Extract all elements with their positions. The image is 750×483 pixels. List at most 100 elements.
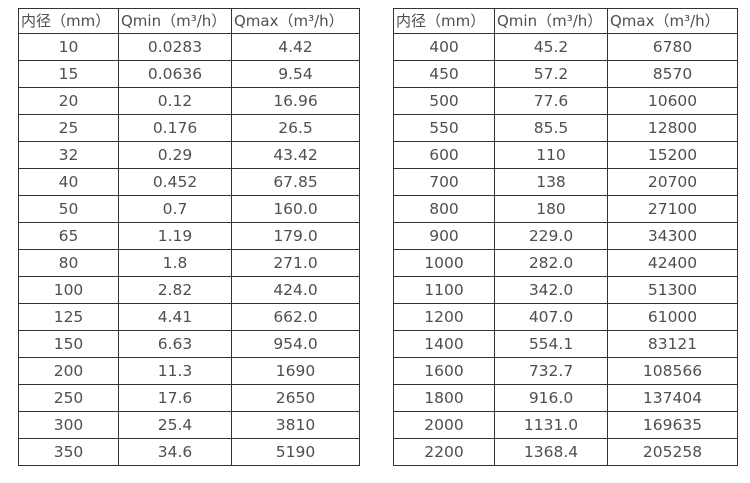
table-cell: 2200 xyxy=(393,438,495,466)
table-cell: 32 xyxy=(18,141,119,169)
table-cell: 15 xyxy=(18,60,119,88)
table-cell: 424.0 xyxy=(231,276,360,304)
table-row: 300 25.4 3810 xyxy=(18,411,360,439)
table-cell: 800 xyxy=(393,195,495,223)
table-cell: 1100 xyxy=(393,276,495,304)
table-cell: 916.0 xyxy=(494,384,608,412)
table-cell: 300 xyxy=(18,411,119,439)
table-cell: 1690 xyxy=(231,357,360,385)
table-row: 65 1.19 179.0 xyxy=(18,222,360,250)
table-cell: 2650 xyxy=(231,384,360,412)
table-cell: 110 xyxy=(494,141,608,169)
table-cell: 0.0636 xyxy=(118,60,232,88)
table-cell: 160.0 xyxy=(231,195,360,223)
column-header: Qmax（m³/h） xyxy=(231,8,360,34)
table-cell: 1368.4 xyxy=(494,438,608,466)
table-cell: 43.42 xyxy=(231,141,360,169)
table-row: 15 0.0636 9.54 xyxy=(18,60,360,88)
table-row: 2200 1368.4 205258 xyxy=(393,438,738,466)
table-cell: 50 xyxy=(18,195,119,223)
table-cell: 42400 xyxy=(607,249,738,277)
table-cell: 1800 xyxy=(393,384,495,412)
table-cell: 9.54 xyxy=(231,60,360,88)
table-cell: 77.6 xyxy=(494,87,608,115)
table-row: 800 180 27100 xyxy=(393,195,738,223)
table-cell: 125 xyxy=(18,303,119,331)
table-cell: 2.82 xyxy=(118,276,232,304)
table-cell: 45.2 xyxy=(494,33,608,61)
table-cell: 1.8 xyxy=(118,249,232,277)
table-cell: 205258 xyxy=(607,438,738,466)
table-cell: 4.42 xyxy=(231,33,360,61)
table-cell: 138 xyxy=(494,168,608,196)
table-cell: 80 xyxy=(18,249,119,277)
table-row: 25 0.176 26.5 xyxy=(18,114,360,142)
table-row: 2000 1131.0 169635 xyxy=(393,411,738,439)
table-row: 450 57.2 8570 xyxy=(393,60,738,88)
table-row: 1000 282.0 42400 xyxy=(393,249,738,277)
table-cell: 250 xyxy=(18,384,119,412)
table-cell: 25.4 xyxy=(118,411,232,439)
table-cell: 1200 xyxy=(393,303,495,331)
table-cell: 550 xyxy=(393,114,495,142)
column-header: Qmin（m³/h） xyxy=(118,8,232,34)
table-row: 1400 554.1 83121 xyxy=(393,330,738,358)
flow-spec-table-small-diameters: 内径（mm） Qmin（m³/h） Qmax（m³/h） 10 0.0283 4.42 15… xyxy=(18,8,360,466)
table-cell: 271.0 xyxy=(231,249,360,277)
table-cell: 5190 xyxy=(231,438,360,466)
table-cell: 6780 xyxy=(607,33,738,61)
table-cell: 65 xyxy=(18,222,119,250)
table-cell: 40 xyxy=(18,168,119,196)
table-cell: 108566 xyxy=(607,357,738,385)
table-cell: 83121 xyxy=(607,330,738,358)
table-cell: 0.12 xyxy=(118,87,232,115)
table-cell: 732.7 xyxy=(494,357,608,385)
table-cell: 407.0 xyxy=(494,303,608,331)
table-row: 80 1.8 271.0 xyxy=(18,249,360,277)
table-row: 1600 732.7 108566 xyxy=(393,357,738,385)
table-row: 150 6.63 954.0 xyxy=(18,330,360,358)
table-cell: 20700 xyxy=(607,168,738,196)
table-cell: 0.29 xyxy=(118,141,232,169)
table-cell: 1000 xyxy=(393,249,495,277)
table-cell: 169635 xyxy=(607,411,738,439)
table-cell: 600 xyxy=(393,141,495,169)
table-cell: 4.41 xyxy=(118,303,232,331)
table-cell: 15200 xyxy=(607,141,738,169)
table-cell: 350 xyxy=(18,438,119,466)
table-cell: 26.5 xyxy=(231,114,360,142)
table-cell: 16.96 xyxy=(231,87,360,115)
table-cell: 0.7 xyxy=(118,195,232,223)
table-row: 200 11.3 1690 xyxy=(18,357,360,385)
table-cell: 400 xyxy=(393,33,495,61)
table-row: 20 0.12 16.96 xyxy=(18,87,360,115)
table-cell: 34.6 xyxy=(118,438,232,466)
table-cell: 6.63 xyxy=(118,330,232,358)
table-row: 1800 916.0 137404 xyxy=(393,384,738,412)
table-cell: 662.0 xyxy=(231,303,360,331)
column-header: Qmax（m³/h） xyxy=(607,8,738,34)
table-cell: 0.176 xyxy=(118,114,232,142)
table-row: 125 4.41 662.0 xyxy=(18,303,360,331)
header-row: 内径（mm） Qmin（m³/h） Qmax（m³/h） xyxy=(18,8,360,34)
table-row: 50 0.7 160.0 xyxy=(18,195,360,223)
table-cell: 12800 xyxy=(607,114,738,142)
table-cell: 27100 xyxy=(607,195,738,223)
table-cell: 100 xyxy=(18,276,119,304)
table-cell: 200 xyxy=(18,357,119,385)
table-row: 32 0.29 43.42 xyxy=(18,141,360,169)
table-cell: 1600 xyxy=(393,357,495,385)
column-header: Qmin（m³/h） xyxy=(494,8,608,34)
table-cell: 51300 xyxy=(607,276,738,304)
header-row: 内径（mm） Qmin（m³/h） Qmax（m³/h） xyxy=(393,8,738,34)
table-cell: 11.3 xyxy=(118,357,232,385)
table-row: 100 2.82 424.0 xyxy=(18,276,360,304)
table-row: 500 77.6 10600 xyxy=(393,87,738,115)
table-cell: 3810 xyxy=(231,411,360,439)
spec-tables-page: 内径（mm） Qmin（m³/h） Qmax（m³/h） 10 0.0283 4.42 15… xyxy=(18,8,738,466)
table-cell: 67.85 xyxy=(231,168,360,196)
flow-spec-table-large-diameters: 内径（mm） Qmin（m³/h） Qmax（m³/h） 400 45.2 6780 450… xyxy=(393,8,738,466)
table-row: 10 0.0283 4.42 xyxy=(18,33,360,61)
table-cell: 179.0 xyxy=(231,222,360,250)
table-cell: 57.2 xyxy=(494,60,608,88)
